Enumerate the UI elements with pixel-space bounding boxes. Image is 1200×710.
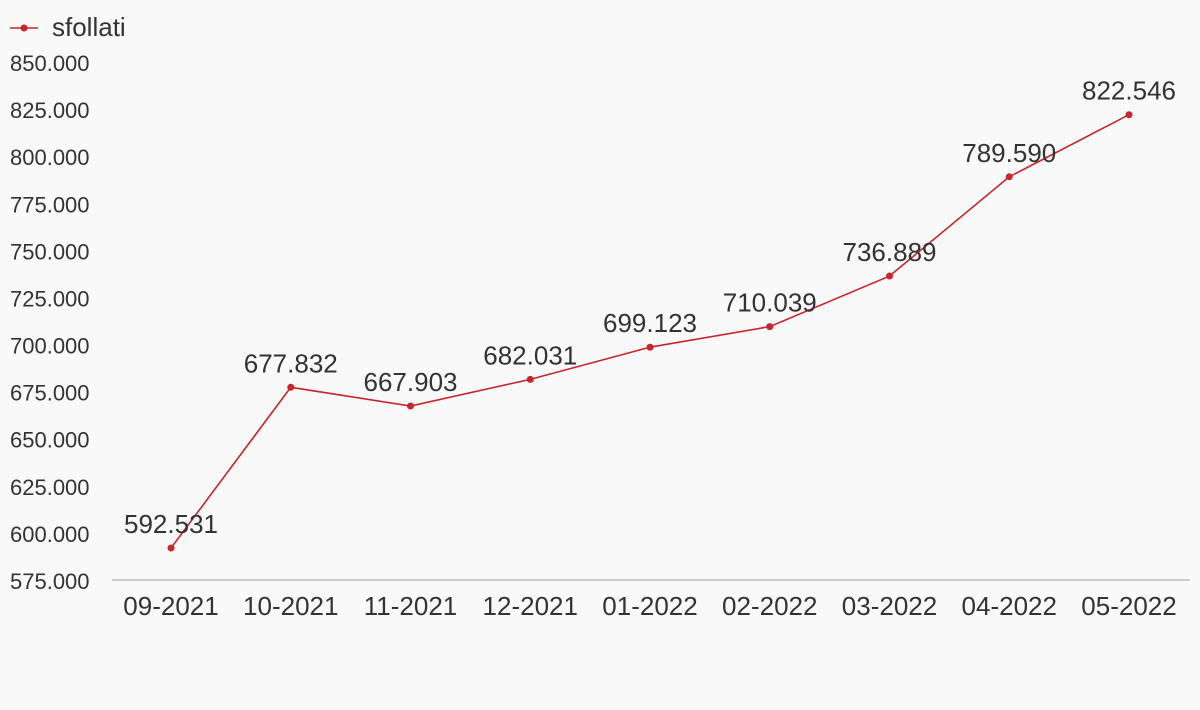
series-points — [167, 111, 1133, 552]
x-tick-label: 04-2022 — [962, 591, 1057, 621]
data-label: 682.031 — [483, 340, 577, 370]
data-point[interactable] — [886, 272, 893, 280]
x-tick-label: 10-2021 — [243, 591, 338, 621]
data-point[interactable] — [287, 383, 295, 391]
data-label: 592.531 — [124, 509, 218, 539]
data-point[interactable] — [1005, 173, 1013, 181]
x-axis: 09-2021 10-2021 11-2021 12-2021 01-2022 02-20… — [123, 591, 1176, 621]
data-label: 710.039 — [723, 288, 817, 318]
x-tick-label: 01-2022 — [602, 591, 697, 621]
data-label: 677.832 — [244, 348, 338, 378]
y-axis: 575.000 600.000 625.000 650.000 675.000 700.0… — [10, 51, 90, 594]
y-tick-label: 625.000 — [10, 475, 90, 500]
y-tick-label: 800.000 — [10, 145, 90, 170]
data-point[interactable] — [646, 343, 654, 351]
x-tick-label: 09-2021 — [123, 591, 218, 621]
data-point[interactable] — [167, 544, 175, 552]
data-point[interactable] — [407, 402, 414, 410]
y-tick-label: 650.000 — [10, 428, 90, 453]
data-label: 699.123 — [603, 308, 697, 338]
x-tick-label: 11-2021 — [364, 591, 458, 621]
legend-label: sfollati — [52, 12, 126, 42]
y-tick-label: 750.000 — [10, 239, 90, 264]
data-label: 822.546 — [1082, 76, 1176, 106]
y-tick-label: 775.000 — [10, 192, 90, 217]
y-tick-label: 700.000 — [10, 334, 90, 359]
y-tick-label: 675.000 — [10, 381, 90, 406]
x-tick-label: 05-2022 — [1081, 591, 1176, 621]
y-tick-label: 850.000 — [10, 51, 90, 76]
legend-dot-marker — [20, 24, 28, 32]
data-label: 789.590 — [962, 138, 1056, 168]
y-tick-label: 575.000 — [10, 569, 90, 594]
legend[interactable]: sfollati — [10, 12, 126, 42]
x-tick-label: 02-2022 — [722, 591, 817, 621]
y-tick-label: 600.000 — [10, 522, 90, 547]
data-point[interactable] — [526, 375, 534, 383]
data-label: 736.889 — [843, 237, 937, 267]
data-point[interactable] — [766, 323, 774, 331]
data-label: 667.903 — [364, 367, 458, 397]
x-tick-label: 03-2022 — [842, 591, 937, 621]
y-tick-label: 725.000 — [10, 286, 90, 311]
data-point[interactable] — [1125, 111, 1133, 119]
y-tick-label: 825.000 — [10, 98, 90, 123]
data-labels: 592.531 677.832 667.903 682.031 699.123 710.0… — [124, 76, 1176, 539]
x-tick-label: 12-2021 — [483, 591, 578, 621]
